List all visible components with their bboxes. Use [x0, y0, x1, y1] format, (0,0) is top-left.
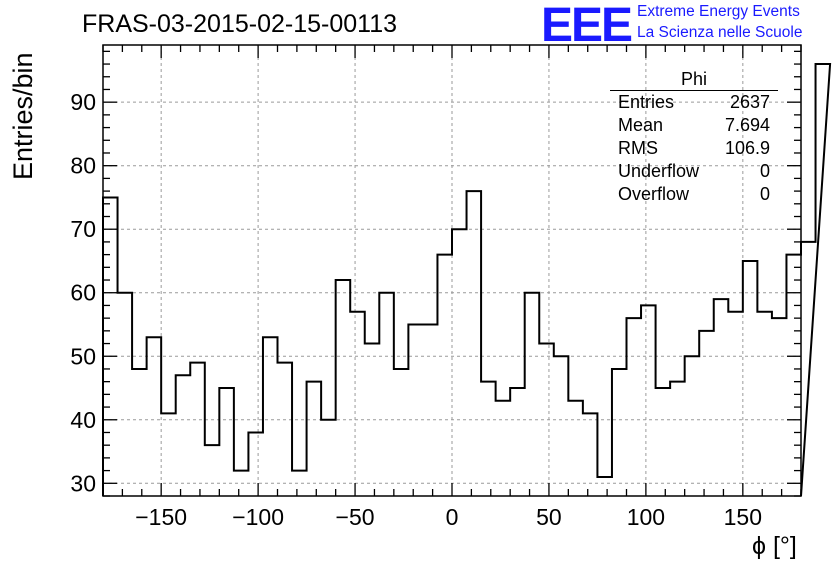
stats-title: Phi	[610, 68, 778, 91]
stats-value: 0	[759, 161, 770, 181]
stats-row: Entries 2637	[610, 91, 778, 114]
y-axis-label: Entries/bin	[8, 52, 38, 180]
stats-key: Mean	[618, 115, 664, 135]
y-tick-label: 70	[70, 216, 96, 242]
y-tick-label: 30	[70, 470, 96, 496]
x-tick-label: 50	[536, 504, 562, 530]
y-tick-label: 50	[70, 343, 96, 369]
y-tick-label: 90	[70, 89, 96, 115]
stats-key: Entries	[618, 92, 675, 112]
logo-line-2: La Scienza nelle Scuole	[637, 24, 803, 41]
logo-line-1: Extreme Energy Events	[637, 3, 800, 20]
x-tick-label: 0	[446, 504, 459, 530]
stats-value: 0	[759, 184, 770, 204]
x-tick-label: −150	[135, 504, 187, 530]
stats-row: Overflow 0	[610, 183, 778, 206]
x-axis-label: ϕ [°]	[752, 532, 797, 560]
stats-value: 7.694	[724, 115, 770, 135]
stats-row: Mean 7.694	[610, 114, 778, 137]
stats-key: Underflow	[618, 161, 700, 181]
stats-key: Overflow	[618, 184, 690, 204]
eee-logo: EEE	[541, 0, 633, 52]
x-tick-label: 150	[724, 504, 762, 530]
stats-value: 2637	[729, 92, 770, 112]
x-tick-label: −50	[336, 504, 375, 530]
tick-labels: −150 −100 −50 0 50 100 150 30 40 50 60 70 80 90	[70, 89, 762, 530]
histogram-line	[102, 63, 832, 497]
stats-key: RMS	[618, 138, 658, 158]
y-tick-label: 60	[70, 280, 96, 306]
x-tick-label: −100	[232, 504, 284, 530]
chart-title: FRAS-03-2015-02-15-00113	[82, 10, 398, 38]
stats-row: Underflow 0	[610, 160, 778, 183]
y-tick-label: 40	[70, 407, 96, 433]
stats-value: 106.9	[724, 138, 770, 158]
y-tick-label: 80	[70, 153, 96, 179]
stats-box: Phi Entries 2637 Mean 7.694 RMS 106.9 Un…	[610, 68, 778, 206]
x-tick-label: 100	[627, 504, 665, 530]
stats-row: RMS 106.9	[610, 137, 778, 160]
